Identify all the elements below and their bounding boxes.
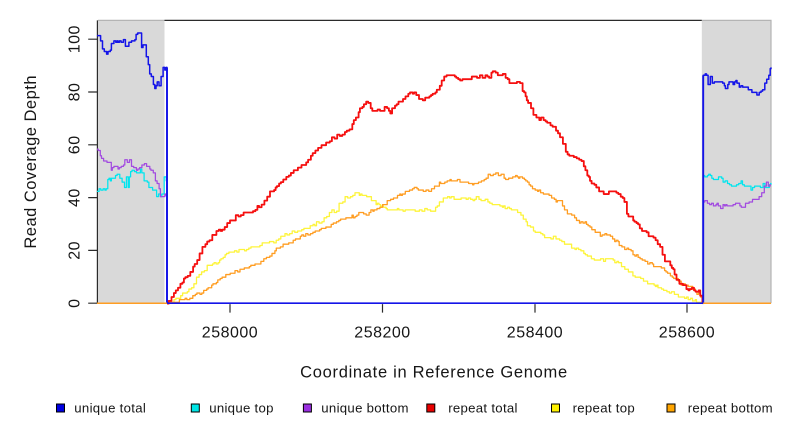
- svg-text:repeat top: repeat top: [573, 401, 635, 416]
- svg-text:258400: 258400: [507, 325, 563, 342]
- svg-text:unique top: unique top: [209, 401, 274, 416]
- svg-text:repeat total: repeat total: [448, 401, 518, 416]
- svg-text:258000: 258000: [202, 325, 258, 342]
- svg-text:Coordinate in Reference Genome: Coordinate in Reference Genome: [300, 364, 568, 382]
- svg-text:unique total: unique total: [74, 401, 146, 416]
- svg-text:20: 20: [67, 241, 84, 260]
- svg-text:258200: 258200: [354, 325, 410, 342]
- svg-text:Read Coverage Depth: Read Coverage Depth: [22, 75, 40, 249]
- svg-text:80: 80: [67, 83, 84, 102]
- svg-text:0: 0: [67, 298, 84, 307]
- svg-text:repeat bottom: repeat bottom: [688, 401, 773, 416]
- svg-text:40: 40: [67, 188, 84, 207]
- svg-text:60: 60: [67, 135, 84, 154]
- svg-text:100: 100: [67, 25, 84, 53]
- svg-text:unique bottom: unique bottom: [321, 401, 408, 416]
- svg-text:258600: 258600: [659, 325, 715, 342]
